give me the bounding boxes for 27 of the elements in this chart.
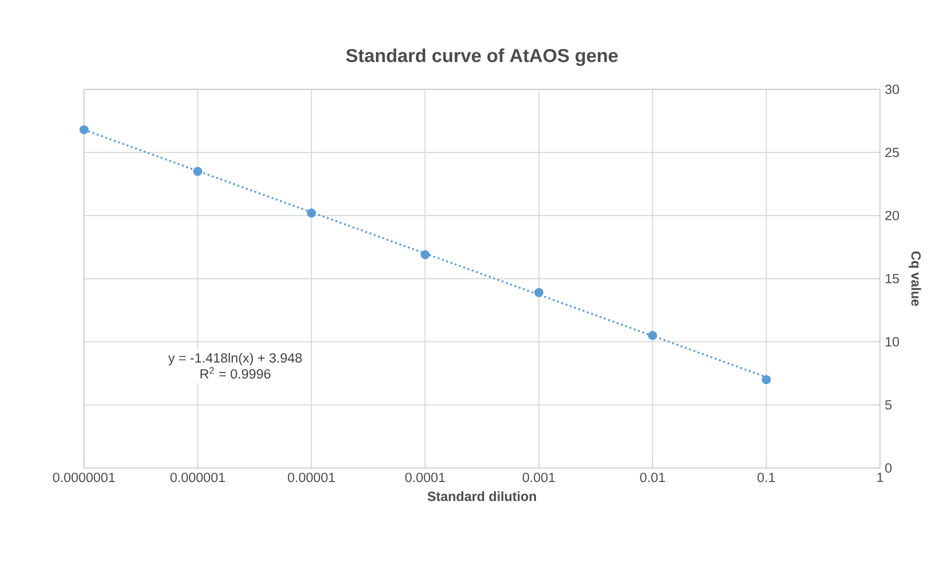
point [420,250,430,260]
x-axis-title: Standard dilution [428,491,536,501]
y-tick-label: 25 [885,148,899,158]
x-tick-label: 0.01 [640,472,665,482]
x-tick-label: 0.0001 [405,472,445,482]
annotation: R$^{2}$ = 0.9996 [200,367,270,378]
x-tick-label: 1 [877,472,884,482]
chart-title: Standard curve of AtAOS gene [346,48,618,66]
y-tick-label: 5 [885,400,892,410]
y-tick-label: 15 [886,274,899,284]
x-tick-label: 0.000001 [170,472,225,482]
y-tick-label: 10 [886,336,900,346]
x-tick-label: 0.0000001 [53,472,115,482]
point [534,288,544,297]
y-tick-label: 0 [885,463,892,473]
annotation: y = -1.418ln(x) + 3.948 [168,352,302,366]
x-tick-label: 0.1 [758,472,775,482]
point [193,166,202,176]
x-tick-label: 0.00001 [288,472,335,482]
point [762,374,771,384]
y-axis-title: Cq value [908,251,922,306]
y-tick-label: 20 [885,210,900,220]
x-tick-label: 0.001 [522,472,555,482]
point [306,208,316,218]
point [79,125,89,134]
point [648,330,658,340]
y-tick-label: 30 [885,84,900,94]
